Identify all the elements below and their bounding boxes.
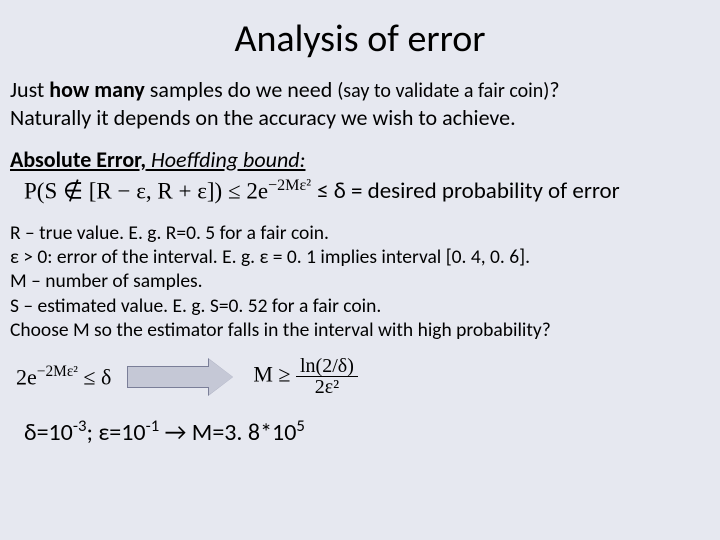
intro-small: (say to validate a fair coin) — [337, 79, 549, 103]
intro-post: ? — [549, 76, 559, 103]
def-r: R – true value. E. g. R=0. 5 for a fair … — [10, 221, 710, 245]
ineq-left-exp: −2Mε² — [37, 363, 78, 380]
hoeffding-formula: P(S ∉ [R − ε, R + ε]) ≤ 2e−2Mε² — [24, 177, 311, 205]
def-choose: Choose M so the estimator falls in the i… — [10, 318, 710, 342]
def-m: M – number of samples. — [10, 269, 710, 293]
frac-den: 2ε² — [296, 377, 358, 397]
hoeffding-exp: −2Mε² — [268, 177, 311, 194]
slide-title: Analysis of error — [10, 16, 710, 62]
ineq-left: 2e−2Mε² ≤ δ — [16, 363, 111, 390]
intro-block: Just how many samples do we need (say to… — [10, 76, 710, 132]
fraction: ln(2/δ)2ε² — [296, 356, 358, 397]
hoeffding-row: P(S ∉ [R − ε, R + ε]) ≤ 2e−2Mε² ≤ δ = de… — [24, 177, 710, 205]
intro-bold: how many — [49, 76, 145, 103]
frac-num: ln(2/δ) — [296, 356, 358, 377]
slide: Analysis of error Just how many samples … — [0, 0, 720, 540]
ineq-left-pre: 2e — [16, 365, 37, 390]
final-line: δ=10-3; ε=10-1 → M=3. 8*105 — [24, 415, 710, 447]
final-m-exp: 5 — [296, 415, 305, 436]
bottom-row: 2e−2Mε² ≤ δ M ≥ ln(2/δ)2ε² — [16, 356, 710, 397]
ineq-right: M ≥ ln(2/δ)2ε² — [253, 356, 358, 397]
section-label: Absolute Error, Hoeffding bound: — [10, 146, 710, 173]
intro-pre: Just — [10, 76, 49, 103]
section-bold: Absolute Error, — [10, 146, 146, 173]
ineq-left-post: ≤ δ — [78, 365, 111, 390]
final-arrow: → M=3. 8*10 — [159, 418, 296, 447]
def-s: S – estimated value. E. g. S=0. 52 for a… — [10, 294, 710, 318]
hoeffding-lhs: P(S ∉ [R − ε, R + ε]) ≤ 2e — [24, 178, 268, 203]
final-eps-exp: -1 — [146, 415, 160, 436]
final-delta-exp: -3 — [73, 415, 87, 436]
final-delta-pre: δ=10 — [24, 418, 73, 447]
delta-text: ≤ δ = desired probability of error — [317, 177, 620, 205]
ineq-right-pre: M ≥ — [253, 362, 296, 387]
arrow-icon — [127, 359, 237, 395]
intro-line2: Naturally it depends on the accuracy we … — [10, 104, 516, 131]
def-eps: ε > 0: error of the interval. E. g. ε = … — [10, 245, 710, 269]
definitions: R – true value. E. g. R=0. 5 for a fair … — [10, 221, 710, 343]
intro-mid: samples do we need — [145, 76, 337, 103]
final-eps-pre: ; ε=10 — [87, 418, 146, 447]
section-italic: Hoeffding bound: — [146, 146, 305, 173]
